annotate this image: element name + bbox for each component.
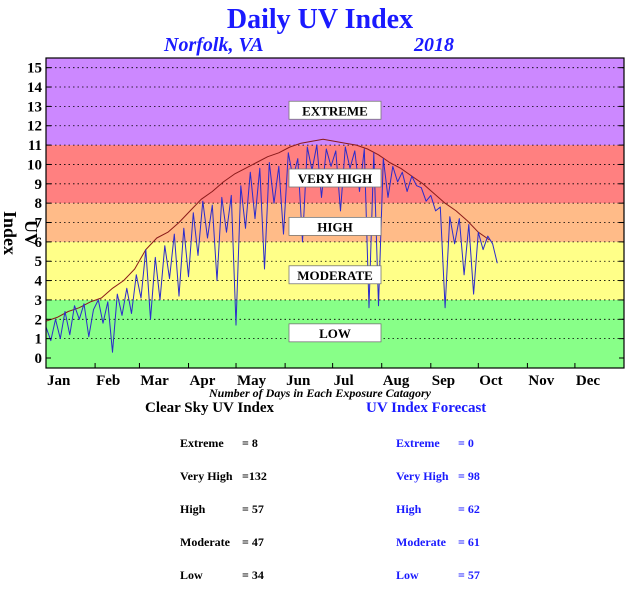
chart-title: Daily UV Index xyxy=(226,4,414,35)
fc-row-very-high: Very High = 98 xyxy=(396,469,480,483)
clear-sky-heading: Clear Sky UV Index xyxy=(145,400,275,416)
y-tick-label: 13 xyxy=(27,99,42,115)
fc-row-low: Low = 57 xyxy=(396,568,480,582)
stat-value: = 98 xyxy=(458,469,480,483)
stat-label: Low xyxy=(396,568,419,582)
forecast-heading: UV Index Forecast xyxy=(366,400,487,416)
stat-label: Extreme xyxy=(396,436,440,450)
stat-value: =132 xyxy=(242,469,267,483)
x-tick-label: Jan xyxy=(47,373,71,389)
y-tick-label: 15 xyxy=(27,61,42,77)
y-tick-label: 3 xyxy=(35,293,43,309)
stat-value: = 8 xyxy=(242,436,258,450)
stat-label: Very High xyxy=(396,469,449,483)
y-tick-label: 1 xyxy=(35,332,43,348)
band-label-box xyxy=(288,265,382,285)
exposure-subtitle: Number of Days in Each Exposure Catagory xyxy=(208,386,432,400)
stat-value: = 62 xyxy=(458,502,480,516)
stat-label: Low xyxy=(180,568,203,582)
y-tick-label: 4 xyxy=(35,274,43,290)
clear-row-low: Low = 34 xyxy=(180,568,267,582)
band-label: MODERATE xyxy=(297,268,373,283)
forecast-stats: Extreme = 0 Very High = 98 High = 62 Modera… xyxy=(396,416,480,592)
x-tick-label: Mar xyxy=(140,373,169,389)
plot-frame xyxy=(45,57,625,369)
y-tick-label: 8 xyxy=(35,196,43,212)
stat-label: Moderate xyxy=(396,535,446,549)
band-label: LOW xyxy=(319,326,351,341)
stat-label: Extreme xyxy=(180,436,224,450)
y-tick-label: 7 xyxy=(35,216,43,232)
band-label: VERY HIGH xyxy=(298,171,373,186)
band-label-box xyxy=(288,216,382,236)
location-label: Norfolk, VA xyxy=(164,34,264,56)
y-tick-label: 9 xyxy=(35,177,43,193)
x-tick-label: Sep xyxy=(432,373,455,389)
forecast-line xyxy=(45,144,498,353)
stat-label: High xyxy=(180,502,206,516)
x-tick-label: Aug xyxy=(383,373,410,389)
year-label: 2018 xyxy=(414,34,454,56)
stat-value: = 0 xyxy=(458,436,474,450)
stat-label: High xyxy=(396,502,422,516)
y-tick-label: 14 xyxy=(27,80,43,96)
x-tick-label: Jun xyxy=(286,373,311,389)
band-label-box xyxy=(288,100,382,120)
clear-sky-line xyxy=(45,138,490,322)
y-tick-label: 5 xyxy=(35,254,43,270)
stat-value: = 57 xyxy=(458,568,480,582)
stat-label: Moderate xyxy=(180,535,230,549)
x-tick-label: Nov xyxy=(528,373,554,389)
fc-row-high: High = 62 xyxy=(396,502,480,516)
y-tick-label: 6 xyxy=(35,235,43,251)
band-label-box xyxy=(288,168,382,188)
stat-value: = 47 xyxy=(242,535,264,549)
y-tick-label: 2 xyxy=(35,312,43,328)
stat-label: Very High xyxy=(180,469,233,483)
clear-row-very-high: Very High =132 xyxy=(180,469,267,483)
stat-value: = 61 xyxy=(458,535,480,549)
y-tick-label: 12 xyxy=(27,119,42,135)
band-label: HIGH xyxy=(317,219,352,234)
fc-row-extreme: Extreme = 0 xyxy=(396,436,480,450)
clear-row-extreme: Extreme = 8 xyxy=(180,436,267,450)
band-label-box xyxy=(288,323,382,343)
x-tick-label: Feb xyxy=(96,373,120,389)
band-label: EXTREME xyxy=(302,103,368,118)
x-tick-label: Dec xyxy=(576,373,600,389)
y-tick-label: 0 xyxy=(35,351,43,367)
clear-sky-stats: Extreme = 8 Very High =132 High = 57 Modera… xyxy=(180,416,267,592)
x-tick-label: Jul xyxy=(334,373,354,389)
stat-value: = 57 xyxy=(242,502,264,516)
x-tick-label: May xyxy=(237,373,267,389)
x-tick-label: Oct xyxy=(479,373,502,389)
stat-value: = 34 xyxy=(242,568,264,582)
y-tick-label: 10 xyxy=(27,157,42,173)
fc-row-moderate: Moderate = 61 xyxy=(396,535,480,549)
y-tick-label: 11 xyxy=(28,138,42,154)
x-tick-label: Apr xyxy=(190,373,216,389)
clear-row-high: High = 57 xyxy=(180,502,267,516)
clear-row-moderate: Moderate = 47 xyxy=(180,535,267,549)
